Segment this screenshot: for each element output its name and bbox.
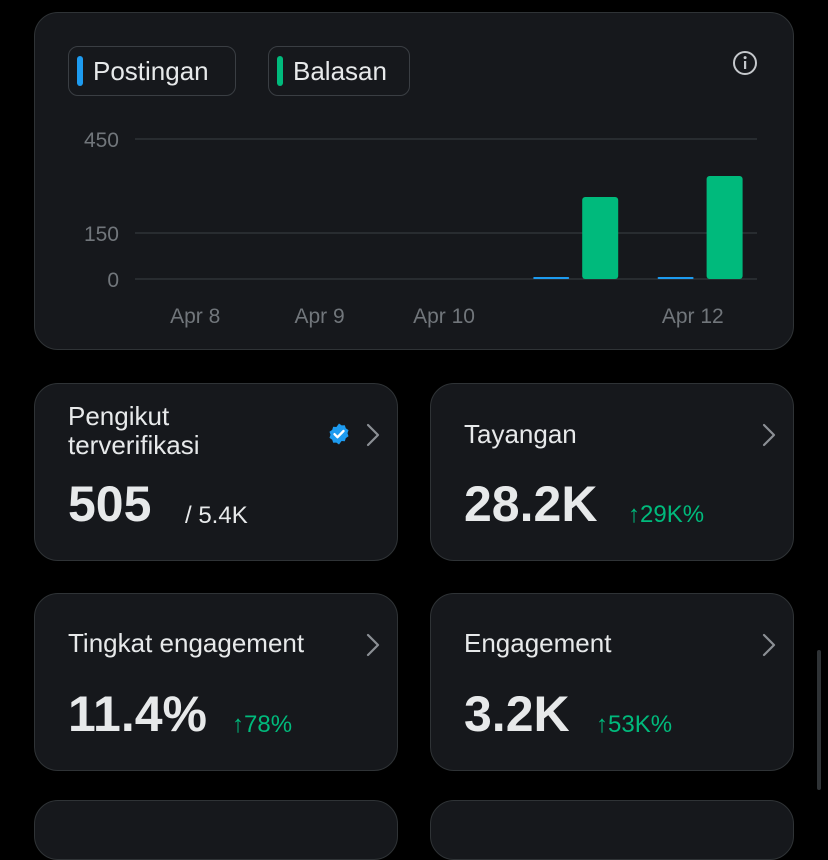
card-title: Engagement xyxy=(464,628,612,658)
chevron-right-icon[interactable] xyxy=(761,632,777,658)
bar-chart: 0 150 450 Apr 8 Apr 9 Apr 10 Apr 12 xyxy=(84,129,757,328)
legend-postingan-label: Postingan xyxy=(93,55,209,86)
card-title-line2: terverifikasi xyxy=(68,430,200,460)
views-card[interactable]: Tayangan 28.2K ↑29K% xyxy=(430,383,794,561)
arrow-up-icon: ↑ xyxy=(628,501,640,528)
legend-postingan[interactable]: Postingan xyxy=(68,46,236,96)
card-title: Tayangan xyxy=(464,419,577,449)
scrollbar[interactable] xyxy=(817,650,821,790)
legend-postingan-swatch xyxy=(77,56,83,86)
next-card-partial xyxy=(34,800,398,860)
card-value: 11.4% xyxy=(68,686,208,742)
legend-balasan-label: Balasan xyxy=(293,55,387,86)
verified-followers-card[interactable]: Pengikut terverifikasi 505 / 5.4K xyxy=(34,383,398,561)
card-value: 3.2K xyxy=(464,686,570,742)
x-tick-label: Apr 8 xyxy=(170,305,220,328)
engagement-card[interactable]: Engagement 3.2K ↑53K% xyxy=(430,593,794,771)
change-value: 78% xyxy=(244,711,293,738)
card-total: / 5.4K xyxy=(185,502,248,529)
change-indicator: ↑29K% xyxy=(628,501,704,529)
y-tick-label: 450 xyxy=(84,129,119,152)
legend-balasan-swatch xyxy=(277,56,283,86)
chevron-right-icon[interactable] xyxy=(365,632,381,658)
bar-postingan xyxy=(657,277,694,279)
x-tick-label: Apr 9 xyxy=(294,305,344,328)
next-card-partial xyxy=(430,800,794,860)
card-title: Pengikut terverifikasi xyxy=(68,402,199,460)
y-tick-label: 0 xyxy=(107,269,119,292)
card-value: 505 xyxy=(68,476,152,532)
change-indicator: ↑53K% xyxy=(596,711,672,739)
chart-card: 0 150 450 Apr 8 Apr 9 Apr 10 Apr 12 Postingan … xyxy=(34,12,794,350)
arrow-up-icon: ↑ xyxy=(232,711,244,738)
bar-balasan xyxy=(706,175,743,279)
x-tick-label: Apr 10 xyxy=(413,305,475,328)
x-tick-label: Apr 12 xyxy=(662,305,724,328)
card-value: 28.2K xyxy=(464,476,598,532)
change-indicator: ↑78% xyxy=(232,711,292,739)
card-title-line1: Pengikut xyxy=(68,401,170,431)
bar-postingan xyxy=(533,277,570,279)
bar-balasan xyxy=(582,196,619,279)
change-value: 29K% xyxy=(640,501,705,528)
arrow-up-icon: ↑ xyxy=(596,711,608,738)
card-title: Tingkat engagement xyxy=(68,628,305,658)
info-icon[interactable] xyxy=(732,50,758,76)
change-value: 53K% xyxy=(608,711,673,738)
y-tick-label: 150 xyxy=(84,223,119,246)
chevron-right-icon[interactable] xyxy=(761,422,777,448)
engagement-rate-card[interactable]: Tingkat engagement 11.4% ↑78% xyxy=(34,593,398,771)
verified-badge-icon xyxy=(329,423,349,445)
legend-balasan[interactable]: Balasan xyxy=(268,46,410,96)
chevron-right-icon[interactable] xyxy=(365,422,381,448)
